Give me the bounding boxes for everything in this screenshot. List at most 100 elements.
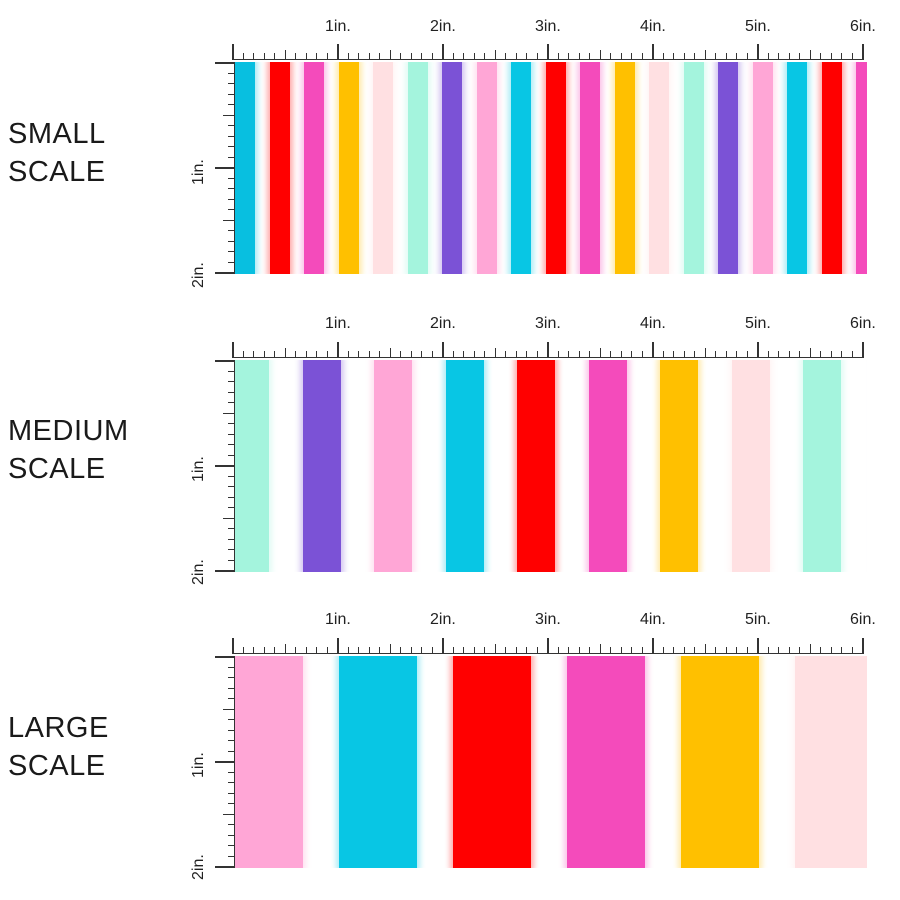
ruler-tick [228,771,235,773]
ruler-tick [228,381,235,382]
ruler-tick [431,53,433,60]
stripe [235,656,303,868]
ruler-tick [568,53,569,60]
ruler-tick [799,53,800,60]
ruler-tick [809,50,811,60]
ruler-tick [662,647,664,654]
ruler-tick [326,351,328,358]
ruler-tick [228,433,235,435]
ruler-tick [284,50,286,60]
ruler-tick [410,351,412,358]
ruler-tick [536,53,538,60]
stripe [649,62,669,274]
ruler-tick [452,647,454,654]
ruler-tick [715,53,716,60]
ruler-tick [228,391,235,393]
medium-scale-swatch [235,360,867,572]
ruler-tick [379,647,380,654]
small-scale-panel: SMALL SCALE 1in. 2in. 3in. 4in. 5in. 6in… [0,0,900,300]
stripe [681,656,759,868]
ruler-tick [228,729,235,731]
medium-left-label-1: 1in. [190,456,207,482]
ruler-tick [215,570,235,572]
ruler-tick [851,647,853,654]
small-top-label-4: 4in. [640,18,666,35]
ruler-tick [284,644,286,654]
ruler-tick [228,423,235,424]
large-top-label-4: 4in. [640,611,666,628]
ruler-tick [578,351,580,358]
ruler-tick [536,351,538,358]
ruler-tick [228,93,235,95]
ruler-tick [662,351,664,358]
ruler-tick [295,53,296,60]
ruler-tick [263,647,265,654]
ruler-tick [347,53,349,60]
ruler-tick [228,72,235,74]
ruler-tick [841,351,842,358]
ruler-tick [557,53,559,60]
ruler-tick [442,638,444,654]
ruler-tick [778,647,779,654]
ruler-tick [767,351,769,358]
stripe [614,62,635,274]
ruler-tick [494,348,496,358]
ruler-tick [228,209,235,210]
ruler-tick [599,50,601,60]
ruler-tick [215,656,235,658]
large-left-label-1: 1in. [190,752,207,778]
stripe [856,62,867,274]
ruler-tick [228,666,235,668]
ruler-tick [484,647,485,654]
ruler-tick [228,261,235,263]
small-left-ruler [213,62,235,274]
ruler-tick [316,647,317,654]
ruler-tick [368,351,370,358]
ruler-tick [557,351,559,358]
ruler-tick [841,647,842,654]
ruler-tick [799,647,800,654]
ruler-tick [228,146,235,147]
stripe [476,62,497,274]
ruler-tick [473,351,475,358]
small-scale-swatch [235,62,867,274]
ruler-tick [253,647,254,654]
ruler-tick [746,647,748,654]
ruler-tick [431,351,433,358]
ruler-tick [547,638,549,654]
medium-top-label-1: 1in. [325,315,351,332]
ruler-tick [389,348,391,358]
ruler-tick [400,351,401,358]
small-top-label-2: 2in. [430,18,456,35]
ruler-tick [788,351,790,358]
ruler-tick [473,647,475,654]
ruler-tick [746,53,748,60]
stripe [339,656,417,868]
ruler-tick [736,53,737,60]
ruler-tick [228,188,235,189]
ruler-tick [652,638,654,654]
ruler-tick [536,647,538,654]
ruler-tick [568,647,569,654]
stripe [453,656,531,868]
ruler-tick [215,866,235,868]
ruler-tick [526,53,527,60]
ruler-tick [228,475,235,477]
ruler-tick [715,351,716,358]
ruler-tick [228,855,235,857]
ruler-tick [215,167,235,169]
stripe [373,62,393,274]
large-top-label-1: 1in. [325,611,351,628]
ruler-tick [526,647,527,654]
medium-left-ruler [213,360,235,572]
ruler-tick [473,53,475,60]
ruler-tick [778,351,779,358]
small-top-label-6: 6in. [850,18,876,35]
ruler-tick [589,647,590,654]
stripe [795,656,867,868]
ruler-tick [631,53,632,60]
ruler-tick [228,454,235,456]
large-top-ruler [232,636,864,654]
ruler-tick [851,351,853,358]
stripe [567,656,645,868]
